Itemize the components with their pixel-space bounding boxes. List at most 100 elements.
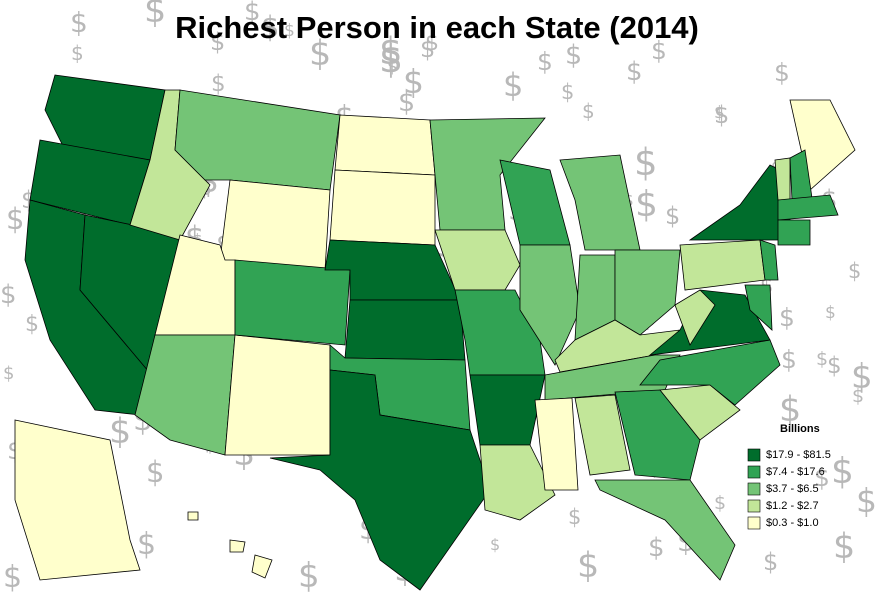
background-symbol: $ [814, 463, 830, 492]
background-symbol: $ [211, 71, 226, 97]
background-symbol: $ [503, 66, 523, 104]
state [559, 154, 641, 251]
background-symbol: $ [856, 481, 875, 520]
state [134, 334, 236, 456]
legend-label: $0.3 - $1.0 [766, 517, 819, 529]
legend-swatch [747, 482, 761, 496]
state [594, 479, 736, 581]
background-symbol: $ [577, 546, 599, 586]
legend-label: $1.2 - $2.7 [766, 500, 819, 512]
states [14, 74, 856, 591]
background-symbol: $ [261, 10, 279, 44]
background-symbol: $ [779, 390, 801, 430]
legend-label: $3.7 - $6.5 [766, 483, 819, 495]
background-symbol: $ [774, 58, 790, 87]
background-symbol: $ [3, 560, 22, 595]
background-symbol: $ [379, 30, 403, 73]
background-symbol: $ [582, 99, 595, 123]
state [777, 194, 839, 221]
background-symbol: $ [3, 363, 14, 384]
state [648, 289, 771, 356]
background-symbol: $ [779, 303, 795, 332]
state [777, 219, 811, 246]
legend-title: Billions [780, 423, 820, 435]
background-symbol: $ [568, 505, 581, 529]
legend-label: $7.4 - $17.6 [766, 466, 825, 478]
background-symbol: $ [210, 28, 225, 56]
background-symbol: $ [244, 0, 261, 27]
background-symbol: $ [0, 280, 17, 310]
state [639, 339, 781, 406]
state [219, 179, 331, 271]
background-symbol: $ [848, 259, 861, 283]
background-symbol: $ [648, 533, 665, 563]
state [229, 539, 246, 553]
state [14, 419, 141, 581]
state [534, 397, 579, 491]
background-symbol: $ [714, 103, 725, 123]
background-symbol: $ [109, 412, 131, 452]
state [759, 239, 779, 281]
state [744, 284, 773, 331]
background-symbol: $ [387, 57, 398, 77]
background-symbol: $ [137, 527, 156, 562]
background-symbol: $ [827, 353, 842, 379]
state [269, 369, 491, 591]
state [574, 394, 631, 476]
state [614, 249, 681, 336]
background-symbol: $ [816, 348, 828, 370]
background-symbol: $ [851, 357, 873, 397]
background-symbol: $ [425, 31, 439, 56]
state [659, 384, 741, 441]
background-symbol: $ [379, 37, 403, 81]
background-symbol: $ [665, 202, 680, 230]
background-symbol: $ [146, 455, 164, 489]
background-symbol: $ [833, 527, 855, 567]
background-symbol: $ [763, 548, 778, 576]
background-symbol: $ [420, 35, 435, 63]
background-symbol: $ [6, 202, 24, 236]
legend: Billions $17.9 - $81.5 $7.4 - $17.6 $3.7 -… [747, 423, 831, 530]
background-symbol: $ [565, 40, 582, 71]
state [688, 164, 791, 241]
state [334, 114, 436, 176]
background-symbol: $ [825, 303, 836, 323]
background-symbol: $ [831, 451, 854, 492]
state [614, 389, 701, 481]
background-symbol: $ [626, 57, 643, 87]
background-symbol: $ [25, 312, 39, 337]
background-symbol: $ [490, 535, 500, 554]
state [479, 444, 556, 521]
state [469, 374, 546, 446]
state [329, 169, 436, 246]
legend-swatch [747, 516, 761, 530]
legend-swatch [747, 499, 761, 513]
state [679, 239, 766, 291]
background-symbol: $ [284, 21, 295, 41]
state [224, 334, 331, 456]
background-symbol: $ [298, 556, 320, 596]
background-symbol: $ [634, 141, 658, 184]
state [519, 244, 581, 366]
background-symbol: $ [635, 184, 658, 225]
background-symbol: $ [714, 101, 729, 129]
title: Richest Person in each State (2014) [175, 10, 699, 45]
state [187, 511, 199, 521]
background-symbol: $ [398, 87, 415, 118]
background-symbol: $ [852, 385, 864, 407]
background-symbol: $ [781, 345, 797, 374]
background-symbol: $ [309, 34, 331, 74]
background-symbol: $ [144, 0, 166, 31]
legend-swatch [747, 465, 761, 479]
legend-swatch [747, 448, 761, 462]
state [234, 259, 351, 346]
background-symbol: $ [70, 6, 88, 39]
legend-label: $17.9 - $81.5 [766, 449, 831, 461]
background-symbol: $ [651, 36, 667, 65]
state [499, 159, 571, 246]
state [174, 89, 341, 191]
background-symbol: $ [561, 80, 574, 104]
state [774, 157, 791, 201]
background-symbol: $ [714, 492, 726, 514]
